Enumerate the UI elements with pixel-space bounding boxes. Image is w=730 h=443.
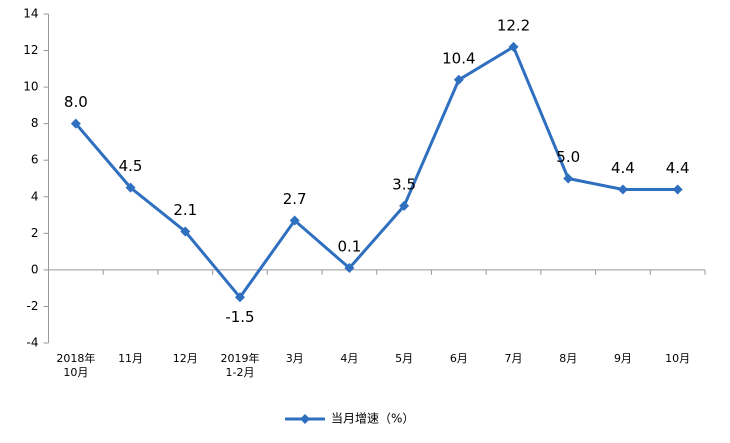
x-tick-label: 4月 xyxy=(340,352,358,365)
data-label: 3.5 xyxy=(392,175,416,193)
data-label: 2.7 xyxy=(283,190,307,208)
x-tick-label: 2019年 1-2月 xyxy=(220,351,259,379)
y-tick-label: 4 xyxy=(31,189,39,203)
y-tick-label: 0 xyxy=(31,262,39,276)
point-marker xyxy=(399,200,410,211)
x-tick-label: 2018年 10月 xyxy=(56,351,95,379)
point-marker xyxy=(344,263,355,274)
data-label: 12.2 xyxy=(497,16,530,34)
y-tick-label: 2 xyxy=(31,226,39,240)
point-marker xyxy=(289,215,300,226)
x-tick-label: 3月 xyxy=(286,352,304,365)
y-tick-label: 10 xyxy=(23,80,38,94)
point-marker xyxy=(180,226,191,237)
point-marker xyxy=(70,118,81,129)
y-tick-label: 14 xyxy=(23,7,38,21)
y-tick-label: -4 xyxy=(27,336,39,350)
legend-marker xyxy=(300,414,310,424)
series-line xyxy=(74,44,678,300)
point-marker xyxy=(453,74,464,85)
x-tick-label: 6月 xyxy=(450,352,468,365)
legend-label: 当月增速（%） xyxy=(331,412,414,426)
x-tick-label: 5月 xyxy=(395,352,413,365)
point-marker xyxy=(617,184,628,195)
data-label: 0.1 xyxy=(337,238,361,256)
data-label: 4.5 xyxy=(119,157,143,175)
data-label: 8.0 xyxy=(64,93,88,111)
x-tick-label: 7月 xyxy=(505,352,523,365)
data-label: -1.5 xyxy=(225,308,254,326)
x-tick-label: 10月 xyxy=(665,352,690,365)
data-label: 4.4 xyxy=(611,159,635,177)
y-tick-label: -2 xyxy=(27,299,39,313)
y-tick-label: 8 xyxy=(31,116,39,130)
data-label: 4.4 xyxy=(666,159,690,177)
data-label: 10.4 xyxy=(442,49,475,67)
point-marker xyxy=(125,182,136,193)
x-tick-label: 12月 xyxy=(173,352,198,365)
data-label: 2.1 xyxy=(173,201,197,219)
y-tick-label: 6 xyxy=(31,153,39,167)
data-label: 5.0 xyxy=(556,148,580,166)
point-marker xyxy=(672,184,683,195)
x-tick-label: 9月 xyxy=(614,352,632,365)
point-marker xyxy=(508,41,519,52)
y-tick-label: 12 xyxy=(23,43,38,57)
point-marker xyxy=(563,173,574,184)
point-marker xyxy=(234,292,245,303)
x-tick-label: 11月 xyxy=(118,352,143,365)
x-tick-label: 8月 xyxy=(559,352,577,365)
